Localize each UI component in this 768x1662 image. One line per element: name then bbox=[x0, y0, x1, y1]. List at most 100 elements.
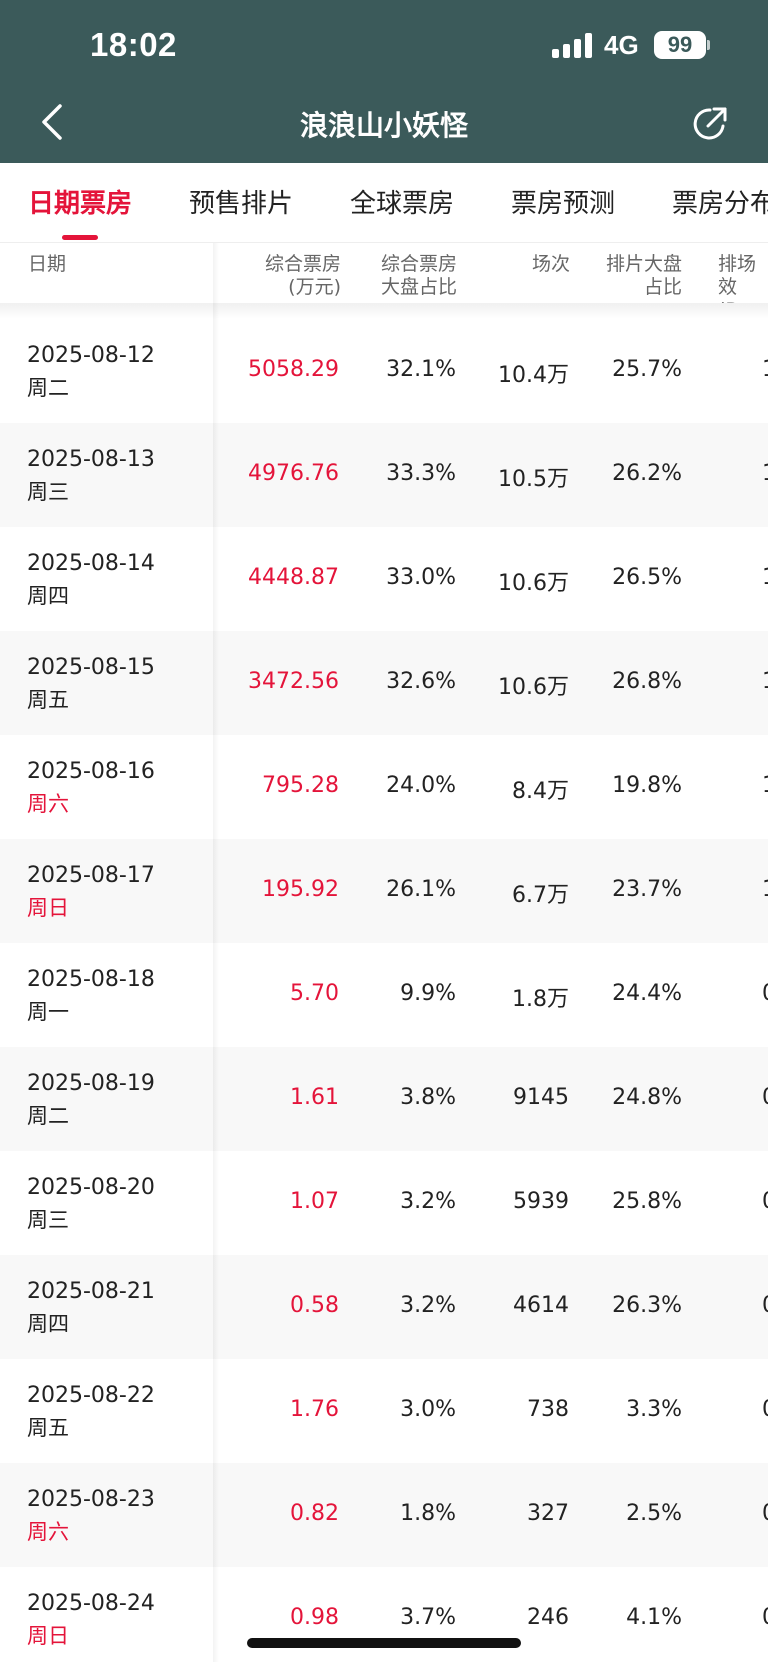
table-header: 日期 综合票房 (万元) 综合票房 大盘占比 场次 排片大盘 占比 排场效 (B bbox=[0, 243, 768, 308]
table-row[interactable]: 2025-08-22 周五 1.76 3.0% 738 3.3% 0 bbox=[0, 1359, 768, 1463]
row-box-office: 195.92 bbox=[262, 877, 339, 902]
row-date: 2025-08-17 bbox=[27, 863, 155, 888]
row-box-office: 5058.29 bbox=[248, 357, 339, 382]
row-weekday: 周三 bbox=[27, 480, 69, 504]
row-schedule-share: 25.7% bbox=[612, 357, 682, 382]
row-schedule-share: 25.8% bbox=[612, 1189, 682, 1214]
row-shows: 10.5万 bbox=[498, 467, 569, 492]
row-schedule-share: 26.2% bbox=[612, 461, 682, 486]
column-header-date[interactable]: 日期 bbox=[28, 253, 67, 275]
row-weekday: 周五 bbox=[27, 688, 69, 712]
table-row[interactable]: 2025-08-23 周六 0.82 1.8% 327 2.5% 0 bbox=[0, 1463, 768, 1567]
row-weekday: 周二 bbox=[27, 376, 69, 400]
row-share: 32.1% bbox=[386, 357, 456, 382]
tab-box-office-distribution[interactable]: 票房分布 bbox=[672, 189, 768, 219]
row-box-office: 1.61 bbox=[290, 1085, 339, 1110]
row-date: 2025-08-16 bbox=[27, 759, 155, 784]
back-button[interactable] bbox=[36, 100, 72, 144]
row-efficiency: 1 bbox=[762, 669, 768, 694]
row-efficiency: 1 bbox=[762, 357, 768, 382]
signal-bars-icon bbox=[552, 32, 594, 58]
table-row[interactable]: 2025-08-14 周四 4448.87 33.0% 10.6万 26.5% 1 bbox=[0, 527, 768, 631]
column-header-box-office[interactable]: 综合票房 (万元) bbox=[264, 253, 341, 298]
tab-box-office-forecast[interactable]: 票房预测 bbox=[511, 189, 616, 219]
row-date: 2025-08-22 bbox=[27, 1383, 155, 1408]
column-header-schedule-share[interactable]: 排片大盘 占比 bbox=[605, 253, 682, 298]
share-button[interactable] bbox=[690, 104, 730, 144]
row-efficiency: 0 bbox=[762, 1293, 768, 1318]
row-share: 3.8% bbox=[400, 1085, 456, 1110]
row-share: 3.2% bbox=[400, 1189, 456, 1214]
column-header-efficiency[interactable]: 排场效 (B bbox=[718, 253, 757, 308]
tab-global-box-office[interactable]: 全球票房 bbox=[350, 189, 455, 219]
row-share: 3.7% bbox=[400, 1605, 456, 1630]
row-share: 24.0% bbox=[386, 773, 456, 798]
row-box-office: 1.76 bbox=[290, 1397, 339, 1422]
row-shows: 4614 bbox=[513, 1293, 569, 1318]
table-row[interactable]: 2025-08-20 周三 1.07 3.2% 5939 25.8% 0 bbox=[0, 1151, 768, 1255]
row-shows: 327 bbox=[527, 1501, 569, 1526]
table-row[interactable]: 2025-08-18 周一 5.70 9.9% 1.8万 24.4% 0 bbox=[0, 943, 768, 1047]
table-row[interactable]: 2025-08-12 周二 5058.29 32.1% 10.4万 25.7% 1 bbox=[0, 319, 768, 423]
home-indicator[interactable] bbox=[247, 1638, 521, 1648]
row-weekday: 周六 bbox=[27, 792, 69, 816]
row-schedule-share: 2.5% bbox=[626, 1501, 682, 1526]
table-row[interactable]: 2025-08-24 周日 0.98 3.7% 246 4.1% 0 bbox=[0, 1567, 768, 1662]
row-schedule-share: 26.8% bbox=[612, 669, 682, 694]
row-date: 2025-08-15 bbox=[27, 655, 155, 680]
row-efficiency: 1 bbox=[762, 565, 768, 590]
row-box-office: 0.58 bbox=[290, 1293, 339, 1318]
row-share: 32.6% bbox=[386, 669, 456, 694]
row-box-office: 0.82 bbox=[290, 1501, 339, 1526]
battery-tip bbox=[707, 40, 710, 50]
row-weekday: 周五 bbox=[27, 1416, 69, 1440]
share-arrow-icon bbox=[693, 107, 727, 140]
row-box-office: 1.07 bbox=[290, 1189, 339, 1214]
row-date: 2025-08-20 bbox=[27, 1175, 155, 1200]
row-box-office: 0.98 bbox=[290, 1605, 339, 1630]
row-shows: 5939 bbox=[513, 1189, 569, 1214]
frozen-column-shadow bbox=[213, 243, 219, 1662]
row-box-office: 4448.87 bbox=[248, 565, 339, 590]
row-weekday: 周六 bbox=[27, 1520, 69, 1544]
row-weekday: 周二 bbox=[27, 1104, 69, 1128]
row-date: 2025-08-19 bbox=[27, 1071, 155, 1096]
row-schedule-share: 24.8% bbox=[612, 1085, 682, 1110]
row-shows: 6.7万 bbox=[512, 883, 569, 908]
row-shows: 8.4万 bbox=[512, 779, 569, 804]
row-schedule-share: 19.8% bbox=[612, 773, 682, 798]
row-box-office: 795.28 bbox=[262, 773, 339, 798]
row-efficiency: 1 bbox=[762, 773, 768, 798]
table-row[interactable]: 2025-08-15 周五 3472.56 32.6% 10.6万 26.8% 1 bbox=[0, 631, 768, 735]
tab-daily-box-office[interactable]: 日期票房 bbox=[28, 189, 133, 219]
table-row[interactable]: 2025-08-17 周日 195.92 26.1% 6.7万 23.7% 1 bbox=[0, 839, 768, 943]
row-share: 1.8% bbox=[400, 1501, 456, 1526]
row-schedule-share: 24.4% bbox=[612, 981, 682, 1006]
table-row[interactable]: 2025-08-19 周二 1.61 3.8% 9145 24.8% 0 bbox=[0, 1047, 768, 1151]
column-header-share[interactable]: 综合票房 大盘占比 bbox=[380, 253, 457, 298]
row-schedule-share: 4.1% bbox=[626, 1605, 682, 1630]
row-schedule-share: 26.5% bbox=[612, 565, 682, 590]
row-weekday: 周一 bbox=[27, 1000, 69, 1024]
row-share: 9.9% bbox=[400, 981, 456, 1006]
chevron-left-icon bbox=[42, 104, 62, 140]
row-shows: 9145 bbox=[513, 1085, 569, 1110]
row-shows: 1.8万 bbox=[512, 987, 569, 1012]
row-shows: 10.6万 bbox=[498, 675, 569, 700]
row-efficiency: 0 bbox=[762, 1189, 768, 1214]
table-row[interactable]: 2025-08-21 周四 0.58 3.2% 4614 26.3% 0 bbox=[0, 1255, 768, 1359]
row-share: 33.3% bbox=[386, 461, 456, 486]
row-efficiency: 0 bbox=[762, 1501, 768, 1526]
row-weekday: 周日 bbox=[27, 1624, 69, 1648]
tab-bar: 日期票房 预售排片 全球票房 票房预测 票房分布 bbox=[0, 163, 768, 243]
table-row[interactable]: 2025-08-13 周三 4976.76 33.3% 10.5万 26.2% 1 bbox=[0, 423, 768, 527]
table-row[interactable]: 2025-08-16 周六 795.28 24.0% 8.4万 19.8% 1 bbox=[0, 735, 768, 839]
row-efficiency: 0 bbox=[762, 1605, 768, 1630]
tab-presale-schedule[interactable]: 预售排片 bbox=[189, 189, 294, 219]
row-date: 2025-08-18 bbox=[27, 967, 155, 992]
row-date: 2025-08-12 bbox=[27, 343, 155, 368]
table-body: 2025-08-12周二5058.2932.1%10.4万25.7%12025-… bbox=[0, 319, 768, 1662]
column-header-shows[interactable]: 场次 bbox=[531, 253, 570, 275]
row-box-office: 4976.76 bbox=[248, 461, 339, 486]
row-shows: 246 bbox=[527, 1605, 569, 1630]
